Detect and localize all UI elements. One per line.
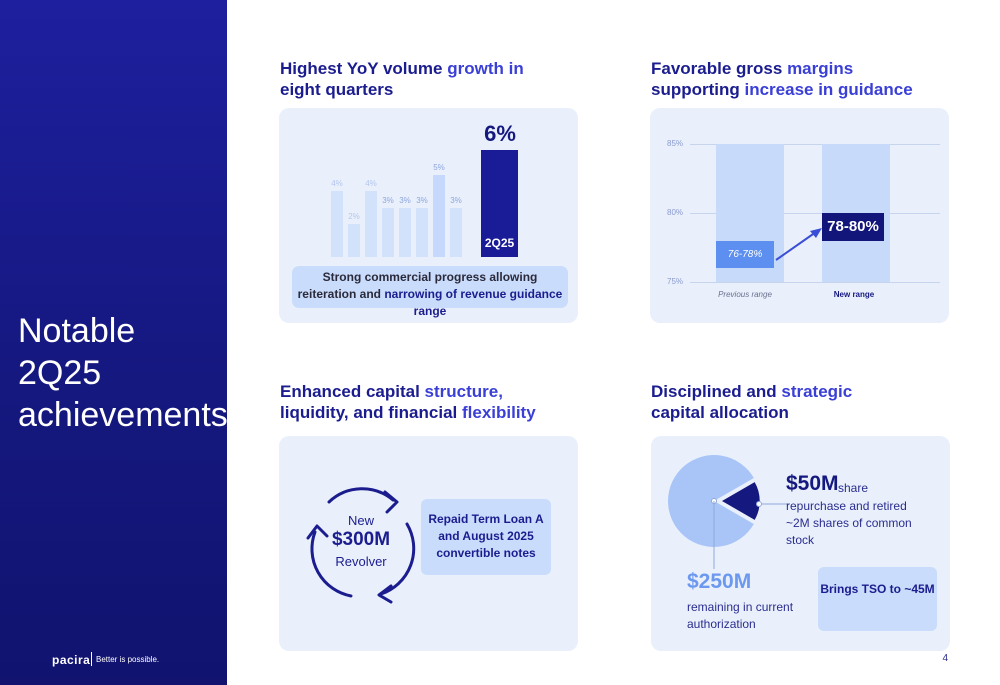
remaining-description: remaining in current authorization	[687, 600, 794, 631]
panel4-heading-highlight: strategic	[781, 382, 853, 401]
gridline-75	[690, 282, 940, 283]
panel1-heading: Highest YoY volume growth in eight quart…	[280, 58, 570, 100]
revolver-cycle-icon	[306, 487, 416, 604]
tso-callout: Brings TSO to ~45M	[818, 567, 937, 631]
panel2-heading-part2: supporting	[651, 80, 745, 99]
increase-arrow-icon	[775, 228, 822, 261]
repurchase-description: repurchase and retired ~2M shares of com…	[786, 499, 912, 547]
volume-bar-label-4: 3%	[382, 195, 394, 205]
panel1-heading-highlight: growth in	[447, 59, 524, 78]
volume-bar-label-6: 3%	[416, 195, 428, 205]
new-range-bar: 78-80%	[822, 213, 884, 241]
panel4-heading-part2: capital allocation	[651, 403, 789, 422]
bar-2q25-label: 2Q25	[484, 236, 515, 250]
panel4-heading-part1: Disciplined and	[651, 382, 782, 401]
callout-highlight: narrowing of revenue guidance range	[384, 287, 563, 318]
callout-text: Strong commercial progress allowing reit…	[297, 270, 538, 301]
new-range-label: New range	[833, 290, 875, 299]
pie-slice-50m	[722, 482, 760, 520]
previous-range-label: Previous range	[718, 290, 772, 299]
repurchase-amount: $50M	[786, 472, 839, 495]
repurchase-share-word: share	[838, 481, 869, 495]
revolver-label: Revolver	[335, 554, 387, 569]
volume-bar-7	[433, 174, 445, 257]
panel2-heading-highlight2: increase in guidance	[744, 80, 913, 99]
pie-slice-250m	[668, 455, 754, 547]
panel2-heading-highlight1: margins	[787, 59, 854, 78]
panel1-heading-part1: Highest YoY volume	[280, 59, 448, 78]
volume-bar-3	[365, 191, 377, 257]
volume-bar-label-1: 4%	[331, 179, 343, 188]
panel3-heading-part1: Enhanced capital	[280, 382, 425, 401]
ytick-80: 80%	[667, 208, 684, 217]
repaid-loan-callout: Repaid Term Loan A and August 2025 conve…	[421, 499, 551, 575]
revolver-new-label: New	[347, 513, 374, 528]
volume-bar-2	[348, 224, 360, 257]
volume-bar-4	[382, 207, 394, 257]
panel2-heading: Favorable gross margins supporting incre…	[651, 58, 951, 100]
volume-bar-8	[450, 207, 462, 257]
panel2-heading-part1: Favorable gross	[651, 59, 788, 78]
gross-margin-panel	[650, 108, 949, 323]
panel3-heading-part2: liquidity, and financial	[280, 403, 462, 422]
page-number: 4	[942, 653, 948, 664]
allocation-pie-chart	[668, 455, 760, 569]
volume-bar-label-2: 2%	[348, 212, 360, 221]
bar-2q25	[481, 150, 518, 257]
volume-bar-label-8: 3%	[450, 195, 462, 205]
volume-bar-label-7: 5%	[433, 162, 445, 172]
volume-bar-6	[416, 207, 428, 257]
panel3-heading: Enhanced capital structure, liquidity, a…	[280, 381, 580, 423]
guidance-callout: Strong commercial progress allowing reit…	[292, 266, 568, 318]
volume-bar-label-3: 4%	[365, 179, 377, 188]
gridline-80	[690, 213, 940, 214]
pacira-logo: pacira	[52, 653, 91, 667]
volume-bar-5	[399, 207, 411, 257]
volume-bar-1	[331, 191, 343, 257]
gridline-85	[690, 144, 940, 145]
panel1-heading-part2: eight quarters	[280, 80, 394, 99]
volume-bar-label-5: 3%	[399, 195, 411, 205]
share-leader-line	[756, 501, 789, 507]
panel3-heading-highlight2: flexibility	[461, 403, 536, 422]
slide-title: Notable 2Q25 achievements	[18, 312, 228, 434]
revolver-amount: $300M	[331, 529, 391, 550]
remaining-amount: $250M	[687, 570, 752, 593]
previous-range-bar: 76-78%	[716, 241, 774, 268]
panel4-heading: Disciplined and strategic capital alloca…	[651, 381, 951, 423]
ytick-75: 75%	[667, 277, 684, 286]
tagline: Better is possible.	[96, 655, 160, 664]
panel3-heading-highlight1: structure,	[424, 382, 503, 401]
logo-divider	[91, 652, 92, 666]
highlight-value: 6%	[484, 121, 516, 146]
sidebar: Notable 2Q25 achievements pacira Better …	[0, 0, 228, 685]
ytick-85: 85%	[667, 139, 684, 148]
